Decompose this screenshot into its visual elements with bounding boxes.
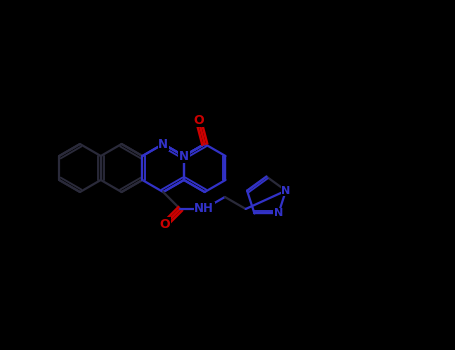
Text: N: N [158,138,168,150]
Text: O: O [160,218,170,231]
Text: N: N [274,209,283,218]
Text: N: N [281,186,290,196]
Text: N: N [179,149,189,162]
Text: O: O [193,113,204,126]
Text: NH: NH [194,202,214,216]
